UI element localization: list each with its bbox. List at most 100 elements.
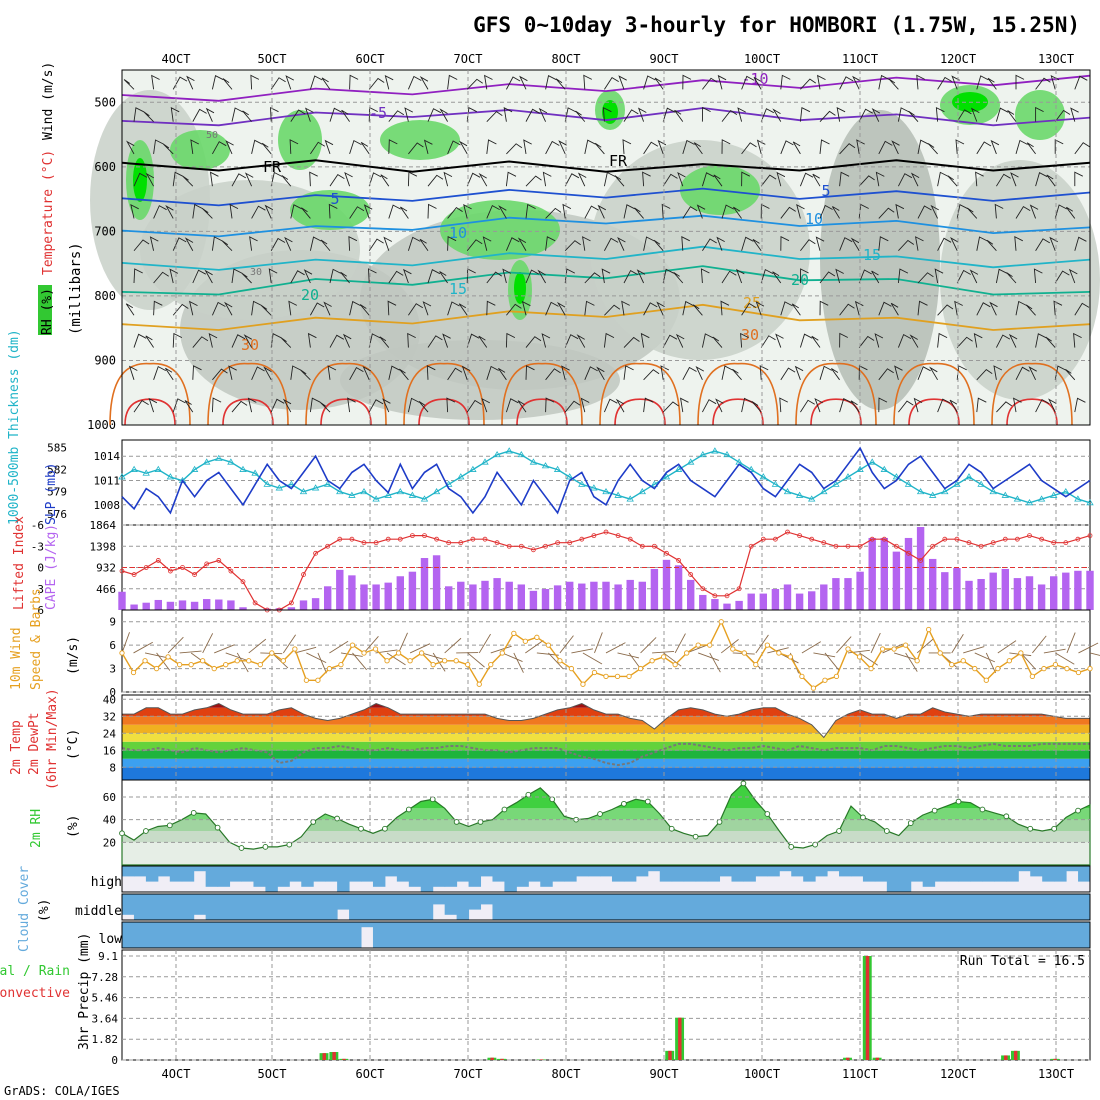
wind10-marker — [465, 662, 471, 668]
wind-barb — [721, 270, 737, 284]
wind-barb — [231, 107, 244, 122]
wind10-marker — [949, 662, 955, 668]
wind-barb — [192, 365, 202, 380]
wind-barb — [917, 139, 929, 154]
wind-barb — [603, 398, 618, 413]
wind-barb — [1074, 397, 1086, 413]
wind-barb — [264, 204, 274, 219]
wind-barb — [342, 333, 352, 348]
wind-barb — [996, 401, 1013, 413]
wind-barb — [917, 205, 932, 219]
cloud-bar-middle — [253, 894, 266, 920]
wind-barb — [249, 236, 258, 251]
li-marker — [978, 543, 984, 549]
li-marker — [833, 543, 839, 549]
cape-bar — [1013, 578, 1022, 610]
wind-barb — [878, 397, 888, 413]
cape-bar — [505, 581, 513, 610]
wind-barb — [871, 108, 881, 122]
wind-barb — [794, 365, 804, 380]
wind-barb — [222, 78, 233, 90]
wind-barb — [576, 334, 586, 348]
cape-bar — [602, 581, 610, 610]
wind10-marker — [407, 658, 413, 664]
cloud-bar-middle — [946, 894, 960, 920]
wind-barb — [950, 237, 959, 251]
footer-credit: GrADS: COLA/IGES — [4, 1084, 120, 1098]
wind-barb — [506, 143, 523, 155]
wind-barb — [858, 108, 873, 122]
thickness-marker — [699, 451, 707, 458]
cloud-bar-middle — [337, 894, 350, 910]
thickness-marker — [832, 480, 840, 487]
wind-barb — [427, 335, 443, 348]
wind-barb — [270, 237, 286, 251]
wind-barb — [270, 333, 282, 348]
cloud-bar-middle — [504, 894, 517, 920]
cloud-bar-middle — [779, 894, 792, 920]
wind-barb — [721, 365, 733, 380]
wind-barb — [976, 302, 991, 316]
wind-barb — [735, 268, 745, 284]
wind-barb — [716, 236, 725, 251]
wind-barb — [564, 334, 579, 348]
thickness-marker — [384, 491, 392, 498]
cape-bar — [166, 601, 175, 610]
thickness-marker — [953, 480, 961, 487]
wind-barb — [145, 335, 154, 348]
rh-marker — [549, 796, 556, 803]
cloud-bar-low — [683, 922, 697, 948]
wind-barb — [643, 236, 655, 251]
temp-band — [122, 758, 1090, 768]
wind-barb — [388, 204, 401, 219]
rh-marker — [358, 825, 364, 832]
wind10-frame — [121, 609, 1091, 693]
wind-barb — [368, 172, 382, 187]
wind-barb — [878, 140, 893, 155]
wind10-barb — [444, 637, 462, 654]
wind-barb — [643, 141, 659, 155]
cape-tick-label: 932 — [96, 562, 116, 575]
wind-barb — [290, 204, 302, 219]
wind10-marker — [142, 658, 148, 664]
wind-barb — [564, 173, 580, 187]
wind-barb — [994, 203, 1004, 219]
wind-barb — [875, 171, 885, 187]
wind-barb — [244, 172, 254, 187]
wind10-barb — [525, 639, 544, 654]
wind-barb — [387, 300, 397, 316]
cloud-bar-middle — [1030, 894, 1043, 920]
wind-barb — [545, 75, 557, 90]
cloud-row-frame — [121, 865, 1091, 893]
contour-label: 10 — [805, 210, 823, 228]
cloud-bar-high — [181, 866, 195, 882]
wind-barb — [1029, 204, 1039, 219]
thickness-marker — [227, 458, 235, 465]
wind-barb — [839, 332, 849, 348]
wind-barb — [505, 398, 519, 413]
wind10-barb — [836, 636, 852, 654]
wind10-barb — [582, 652, 603, 665]
thickness-marker — [928, 491, 937, 498]
wind-barb — [348, 235, 358, 251]
wind-barb — [133, 268, 143, 284]
cape-bar — [432, 555, 441, 610]
wind-barb — [913, 397, 923, 413]
precip-convective-bar — [846, 1057, 850, 1060]
temp-band — [122, 716, 1090, 725]
wind-barb — [447, 235, 457, 251]
temp-tick-label: 16 — [103, 744, 116, 757]
wind10-barb — [294, 646, 317, 654]
wind-barb — [839, 303, 855, 316]
label-cloud-cover: Cloud Cover — [17, 866, 32, 952]
wind-barb — [362, 365, 372, 381]
li-tick-label: 3 — [37, 583, 44, 596]
rh-marker — [764, 811, 771, 817]
thickness-marker — [892, 473, 901, 480]
cloud-bar-high — [265, 866, 278, 892]
wind10-barb — [709, 652, 721, 673]
rh-marker — [740, 780, 747, 787]
cape-tick-label: 466 — [96, 583, 116, 596]
cape-bar — [735, 600, 743, 610]
wind-barb — [800, 78, 817, 90]
